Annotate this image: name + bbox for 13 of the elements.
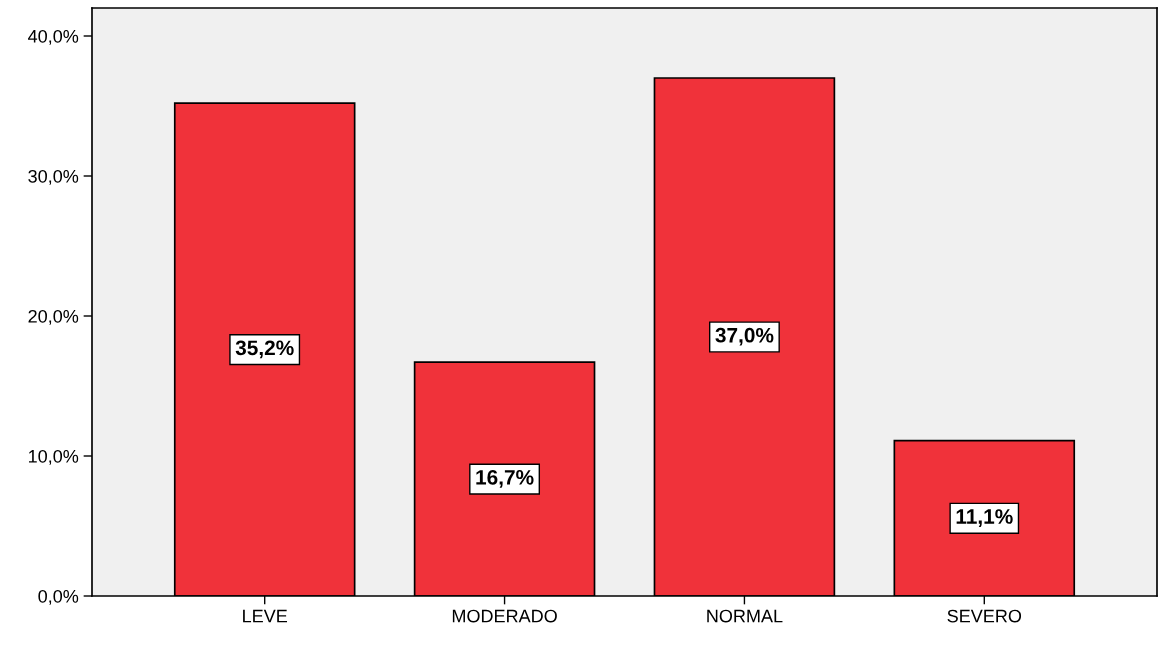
- data-label: 37,0%: [715, 327, 774, 346]
- y-tick-label: 40,0%: [28, 29, 79, 45]
- y-tick-label: 10,0%: [28, 449, 79, 465]
- x-tick-label: SEVERO: [947, 609, 1022, 623]
- y-tick-label: 20,0%: [28, 309, 79, 325]
- x-tick-label: MODERADO: [452, 609, 557, 623]
- data-label: 16,7%: [476, 469, 534, 488]
- data-label: 11,1%: [956, 509, 1013, 527]
- y-tick-label: 0,0%: [38, 589, 79, 605]
- x-tick-label: NORMAL: [707, 609, 783, 623]
- x-tick-label: LEVE: [243, 609, 288, 623]
- y-tick-label: 30,0%: [28, 169, 79, 185]
- data-label: 35,2%: [235, 340, 294, 359]
